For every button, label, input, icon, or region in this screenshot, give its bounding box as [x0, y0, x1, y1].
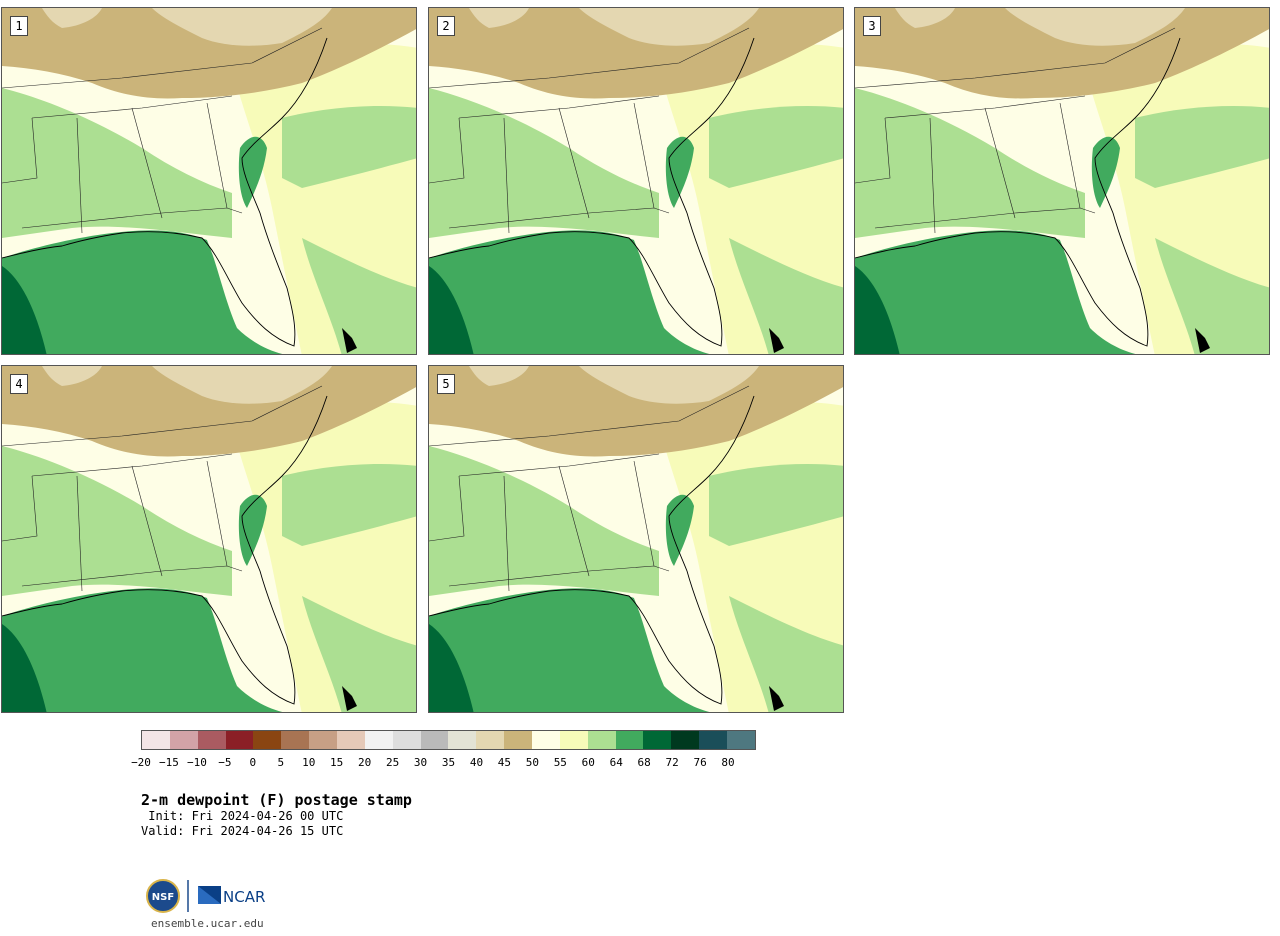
colorbar-tick-label: −5 — [218, 756, 232, 769]
colorbar-tick-label: 60 — [581, 756, 595, 769]
ncar-logo-text: NCAR — [223, 888, 265, 906]
map-panel-1: 1 — [1, 7, 417, 355]
nsf-logo-text: NSF — [152, 892, 174, 903]
colorbar — [141, 730, 756, 750]
dewpoint-map — [429, 8, 843, 354]
colorbar-tick-label: 10 — [302, 756, 316, 769]
colorbar-swatch — [309, 731, 338, 749]
colorbar-tick-label: 68 — [637, 756, 651, 769]
colorbar-swatch — [615, 731, 644, 749]
colorbar-swatch — [643, 731, 672, 749]
init-time: Init: Fri 2024-04-26 00 UTC — [141, 809, 344, 823]
dewpoint-map — [2, 8, 416, 354]
colorbar-swatch — [559, 731, 588, 749]
panel-number: 4 — [10, 374, 28, 394]
colorbar-swatch — [142, 731, 170, 749]
colorbar-swatch — [448, 731, 477, 749]
colorbar-swatch — [587, 731, 616, 749]
colorbar-tick-label: 5 — [277, 756, 285, 769]
colorbar-tick-label: 15 — [330, 756, 344, 769]
website-url: ensemble.ucar.edu — [151, 917, 264, 930]
colorbar-swatch — [671, 731, 700, 749]
colorbar-tick-label: 55 — [553, 756, 567, 769]
colorbar-tick-label: 45 — [497, 756, 512, 769]
colorbar-tick-label: −20 — [131, 756, 151, 769]
map-panel-5: 5 — [428, 365, 844, 713]
colorbar-tick-label: 0 — [249, 756, 257, 769]
colorbar-swatch — [281, 731, 310, 749]
map-panel-4: 4 — [1, 365, 417, 713]
colorbar-tick-label: 50 — [525, 756, 539, 769]
map-panel-2: 2 — [428, 7, 844, 355]
colorbar-swatch — [699, 731, 728, 749]
panel-number: 2 — [437, 16, 455, 36]
colorbar-swatch — [169, 731, 198, 749]
colorbar-swatch — [197, 731, 226, 749]
nsf-ncar-logo: NSF NCAR — [146, 879, 265, 913]
colorbar-swatch — [253, 731, 282, 749]
panel-number: 3 — [863, 16, 881, 36]
colorbar-swatch — [532, 731, 560, 749]
colorbar-tick-label: −10 — [186, 756, 207, 769]
colorbar-tick-label: 40 — [469, 756, 484, 769]
panel-number: 1 — [10, 16, 28, 36]
panel-number: 5 — [437, 374, 455, 394]
colorbar-swatch — [727, 731, 755, 749]
colorbar-tick-label: 64 — [609, 756, 623, 769]
valid-time: Valid: Fri 2024-04-26 15 UTC — [141, 824, 344, 838]
colorbar-tick-label: 25 — [385, 756, 400, 769]
colorbar-swatch — [504, 731, 533, 749]
colorbar-tick-label: 72 — [665, 756, 679, 769]
dewpoint-map — [2, 366, 416, 712]
colorbar-tick-label: 35 — [441, 756, 456, 769]
dewpoint-map — [429, 366, 843, 712]
colorbar-ticks: −20 −15 −10 −5 0 5 10 15 20 25 30 35 40 45 50 55 60 64 68 7… — [131, 756, 756, 770]
colorbar-tick-label: 20 — [358, 756, 372, 769]
colorbar-swatch — [476, 731, 505, 749]
map-panel-3: 3 — [854, 7, 1270, 355]
colorbar-swatch — [337, 731, 365, 749]
colorbar-tick-label: 30 — [413, 756, 428, 769]
colorbar-tick-label: −15 — [159, 756, 179, 769]
colorbar-tick-label: 80 — [721, 756, 735, 769]
colorbar-swatch — [420, 731, 449, 749]
dewpoint-map — [855, 8, 1269, 354]
colorbar-swatch — [225, 731, 254, 749]
chart-title: 2-m dewpoint (F) postage stamp — [141, 791, 412, 809]
colorbar-swatch — [364, 731, 393, 749]
colorbar-swatch — [392, 731, 421, 749]
colorbar-tick-label: 76 — [693, 756, 707, 769]
